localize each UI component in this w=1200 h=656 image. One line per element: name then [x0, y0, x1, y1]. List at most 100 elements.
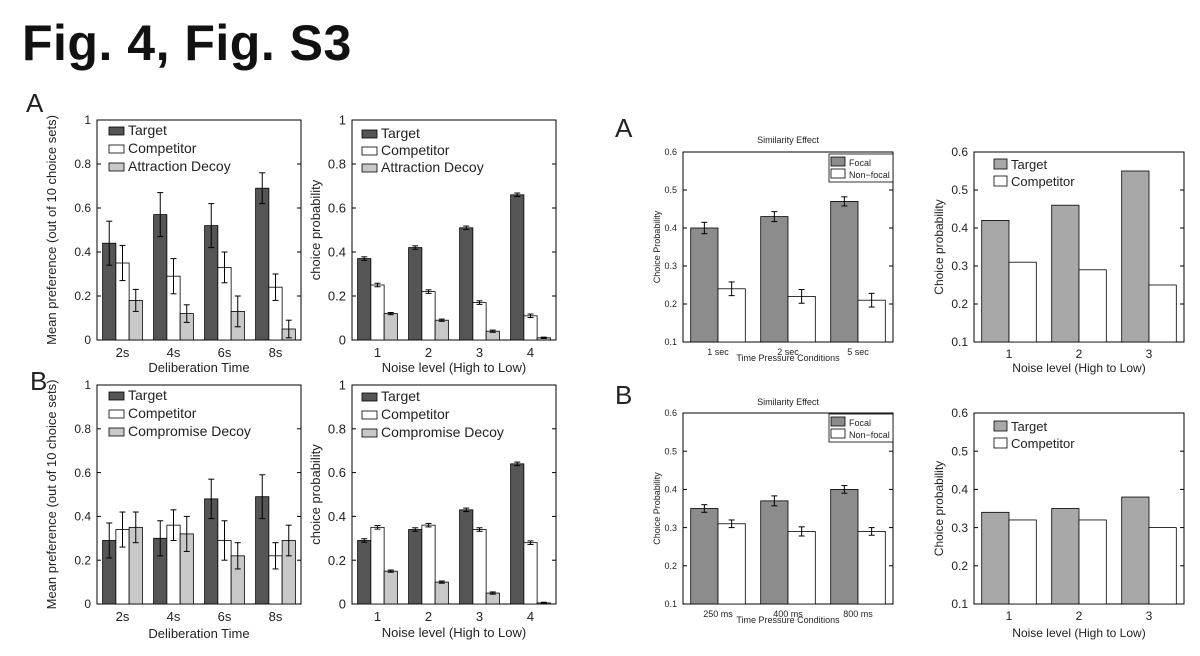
c6-bar-target: [1121, 170, 1150, 343]
c7-legend-swatch: [830, 416, 846, 427]
c7-xtick-label: 250 ms: [703, 609, 733, 619]
c1-ytick-label: 0.8: [74, 157, 91, 171]
c6-bar-competitor: [1008, 261, 1037, 343]
c6-xtick-label: 1: [1006, 347, 1013, 361]
c2-bar-target: [357, 258, 372, 341]
c5-xlabel: Time Pressure Conditions: [736, 353, 840, 363]
c4-bar-competitor: [421, 524, 436, 605]
panel-label-left-a: A: [26, 88, 44, 118]
c1-xtick-label: 2s: [116, 345, 130, 360]
c4-ytick-label: 0.6: [328, 465, 346, 480]
c8-bar-competitor: [1148, 527, 1177, 605]
c2-ytick-label: 0.4: [328, 245, 346, 260]
c8-ytick-label: 0.5: [951, 444, 968, 458]
c7-xlabel: Time Pressure Conditions: [736, 615, 840, 625]
c3-ylabel: Mean preference (out of 10 choice sets): [44, 380, 59, 610]
c5-ytick-label: 0.2: [664, 299, 677, 309]
c8-bar-competitor: [1008, 519, 1037, 605]
c1-ytick-label: 0.4: [74, 245, 91, 259]
c1-plot-frame: [96, 119, 302, 341]
c1-xtick-label: 6s: [218, 345, 232, 360]
c5-bar-non-focal: [717, 288, 746, 343]
c3-ytick-label: 1: [84, 378, 91, 392]
c4-xtick-label: 2: [425, 609, 432, 624]
c2-xtick-label: 4: [527, 345, 534, 360]
c1-legend-swatch: [108, 162, 125, 172]
c6-ytick-label: 0.4: [951, 221, 968, 235]
c8-xtick-label: 1: [1006, 609, 1013, 623]
panel-label-left-b: B: [30, 366, 48, 396]
c8-bar-target: [1051, 508, 1080, 605]
c4-bar-compromise-decoy: [434, 581, 449, 605]
c3-xlabel: Deliberation Time: [148, 626, 249, 641]
c4-bar-compromise-decoy: [383, 570, 398, 605]
c6-xtick-label: 3: [1146, 347, 1153, 361]
c7-legend-swatch: [830, 428, 846, 439]
c2-plot-frame: [351, 119, 557, 341]
c7-ytick-label: 0.5: [664, 446, 677, 456]
c4-plot-frame: [351, 384, 557, 605]
c2-ytick-label: 1: [339, 113, 346, 128]
c4-ytick-label: 1: [339, 378, 346, 393]
c8-ytick-label: 0.4: [951, 483, 968, 497]
c3-ytick-label: 0.2: [74, 553, 91, 567]
c4-ytick-label: 0: [339, 597, 346, 612]
c4-bar-compromise-decoy: [485, 592, 500, 605]
c8-ytick-label: 0.3: [951, 521, 968, 535]
c4-bar-target: [357, 540, 372, 605]
c8-ytick-label: 0.1: [951, 597, 968, 611]
c5-xtick-label: 5 sec: [847, 347, 869, 357]
c8-legend-swatch: [993, 420, 1008, 432]
c4-bar-target: [510, 463, 525, 605]
c8-bar-target: [1121, 496, 1150, 605]
c3-ytick-label: 0.6: [74, 466, 91, 480]
c6-xtick-label: 2: [1076, 347, 1083, 361]
panel-label-right-a: A: [615, 113, 633, 143]
c4-bar-competitor: [523, 542, 538, 605]
c2-bar-attraction-decoy: [383, 313, 398, 341]
c2-ylabel: choice probability: [308, 179, 323, 280]
c2-xtick-label: 3: [476, 345, 483, 360]
c2-legend-swatch: [361, 129, 378, 139]
c2-legend-label: Competitor: [381, 142, 450, 158]
c8-ylabel: Choice probability: [932, 461, 946, 556]
c2-xtick-label: 1: [374, 345, 381, 360]
c4-xlabel: Noise level (High to Low): [382, 625, 527, 640]
c3-ytick-label: 0.8: [74, 422, 91, 436]
c5-legend-label: Focal: [849, 158, 871, 168]
c5-legend-swatch: [830, 168, 846, 179]
c7-ylabel: Choice Probability: [652, 472, 662, 545]
c7-bar-non-focal: [857, 531, 886, 605]
c3-legend-swatch: [108, 409, 125, 419]
c3-xtick-label: 6s: [218, 609, 232, 624]
c7-bar-focal: [690, 508, 719, 605]
c7-xtick-label: 800 ms: [843, 609, 873, 619]
c4-legend-swatch: [361, 410, 378, 420]
c2-bar-competitor: [370, 284, 385, 341]
c8-bar-target: [981, 511, 1010, 605]
c1-ytick-label: 0.2: [74, 289, 91, 303]
c2-bar-target: [459, 227, 474, 341]
c6-bar-target: [1051, 204, 1080, 343]
c4-ytick-label: 0.4: [328, 509, 346, 524]
c2-xlabel: Noise level (High to Low): [382, 360, 527, 375]
c7-legend-label: Focal: [849, 418, 871, 428]
c6-bar-competitor: [1148, 284, 1177, 343]
c4-ylabel: choice probability: [308, 444, 323, 545]
c2-legend-label: Attraction Decoy: [381, 159, 484, 175]
c4-bar-competitor: [472, 529, 487, 605]
c6-legend-swatch: [993, 175, 1008, 187]
c3-plot-frame: [96, 384, 302, 605]
c7-ytick-label: 0.1: [664, 599, 677, 609]
c1-legend-label: Attraction Decoy: [128, 158, 231, 174]
c3-xtick-label: 8s: [269, 609, 283, 624]
c4-ytick-label: 0.8: [328, 421, 346, 436]
c6-legend-swatch: [993, 158, 1008, 170]
c4-xtick-label: 3: [476, 609, 483, 624]
c1-legend-swatch: [108, 144, 125, 154]
c8-xtick-label: 2: [1076, 609, 1083, 623]
c1-legend-label: Competitor: [128, 140, 197, 156]
c8-legend-label: Competitor: [1011, 436, 1075, 451]
c1-xtick-label: 8s: [269, 345, 283, 360]
figure-title: Fig. 4, Fig. S3: [22, 15, 352, 71]
